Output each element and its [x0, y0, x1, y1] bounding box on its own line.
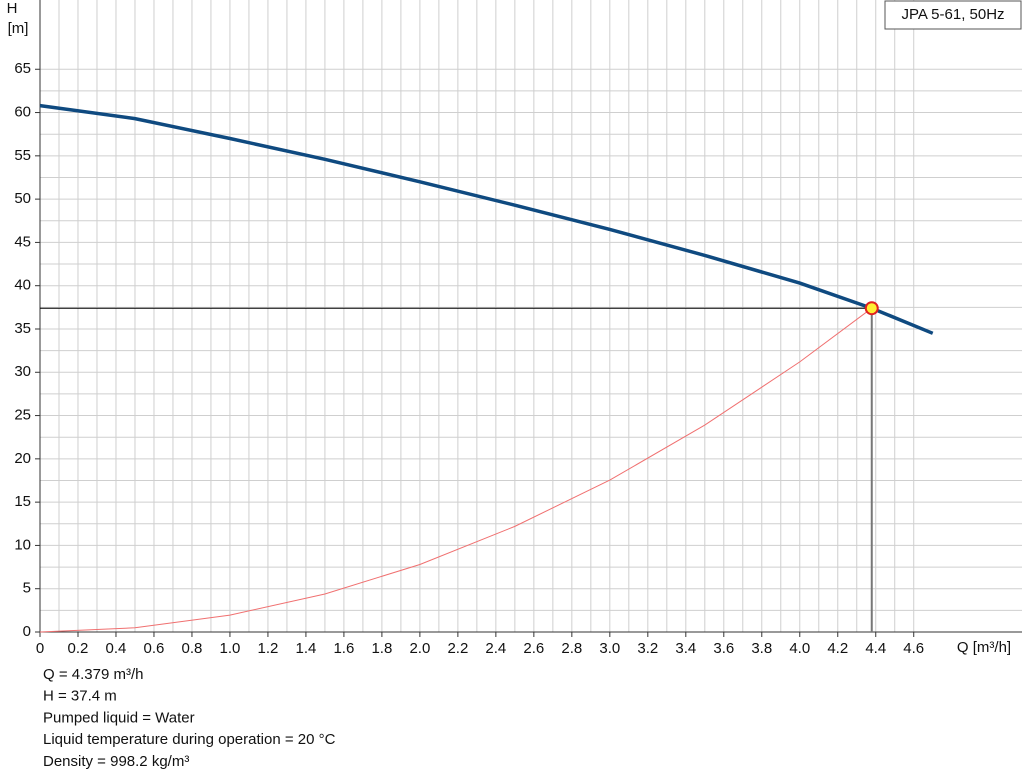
y-tick-label: 30 [14, 363, 31, 380]
x-tick-label: 3.0 [599, 640, 620, 657]
x-tick-label: 4.6 [903, 640, 924, 657]
y-tick-label: 45 [14, 233, 31, 250]
info-line: Density = 998.2 kg/m³ [43, 753, 189, 770]
curve [39, 307, 873, 633]
x-tick-label: 2.0 [409, 640, 430, 657]
y-tick-label: 65 [14, 60, 31, 77]
y-axis-unit: [m] [8, 20, 29, 37]
y-tick-label: 55 [14, 147, 31, 164]
y-tick-label: 5 [23, 580, 31, 597]
x-tick-label: 2.2 [447, 640, 468, 657]
y-tick-label: 50 [14, 190, 31, 207]
info-line: Q = 4.379 m³/h [43, 666, 143, 683]
x-tick-label: 2.4 [485, 640, 506, 657]
x-tick-label: 0.6 [144, 640, 165, 657]
grid [39, 0, 1022, 633]
info-line: Liquid temperature during operation = 20… [43, 731, 336, 748]
x-tick-label: 4.0 [789, 640, 810, 657]
x-tick-label: 4.2 [827, 640, 848, 657]
y-tick-label: 15 [14, 493, 31, 510]
curve [39, 103, 934, 335]
y-tick-label: 35 [14, 320, 31, 337]
x-tick-label: 2.6 [523, 640, 544, 657]
x-tick-label: 1.8 [371, 640, 392, 657]
x-tick-label: 1.4 [295, 640, 316, 657]
y-tick-label: 40 [14, 277, 31, 294]
x-tick-label: 1.2 [258, 640, 279, 657]
y-tick-label: 25 [14, 407, 31, 424]
y-tick-label: 0 [23, 623, 31, 640]
legend-box [884, 0, 1022, 30]
x-tick-label: 3.6 [713, 640, 734, 657]
info-line: Pumped liquid = Water [43, 709, 195, 726]
y-tick-label: 60 [14, 104, 31, 121]
x-tick-label: 0.2 [68, 640, 89, 657]
y-axis-label: H [7, 0, 18, 17]
x-tick-label: 4.4 [865, 640, 886, 657]
x-tick-label: 0.4 [106, 640, 127, 657]
x-tick-label: 3.2 [637, 640, 658, 657]
x-tick-label: 1.0 [220, 640, 241, 657]
info-line: H = 37.4 m [43, 688, 117, 705]
duty-point [864, 301, 879, 316]
x-tick-label: 0.8 [182, 640, 203, 657]
x-tick-label: 0 [36, 640, 44, 657]
x-tick-label: 2.8 [561, 640, 582, 657]
x-axis-label: Q [m³/h] [957, 639, 1011, 656]
legend-label: JPA 5-61, 50Hz [901, 6, 1004, 23]
x-tick-label: 1.6 [333, 640, 354, 657]
y-tick-label: 20 [14, 450, 31, 467]
x-tick-label: 3.4 [675, 640, 696, 657]
y-tick-label: 10 [14, 536, 31, 553]
x-tick-label: 3.8 [751, 640, 772, 657]
